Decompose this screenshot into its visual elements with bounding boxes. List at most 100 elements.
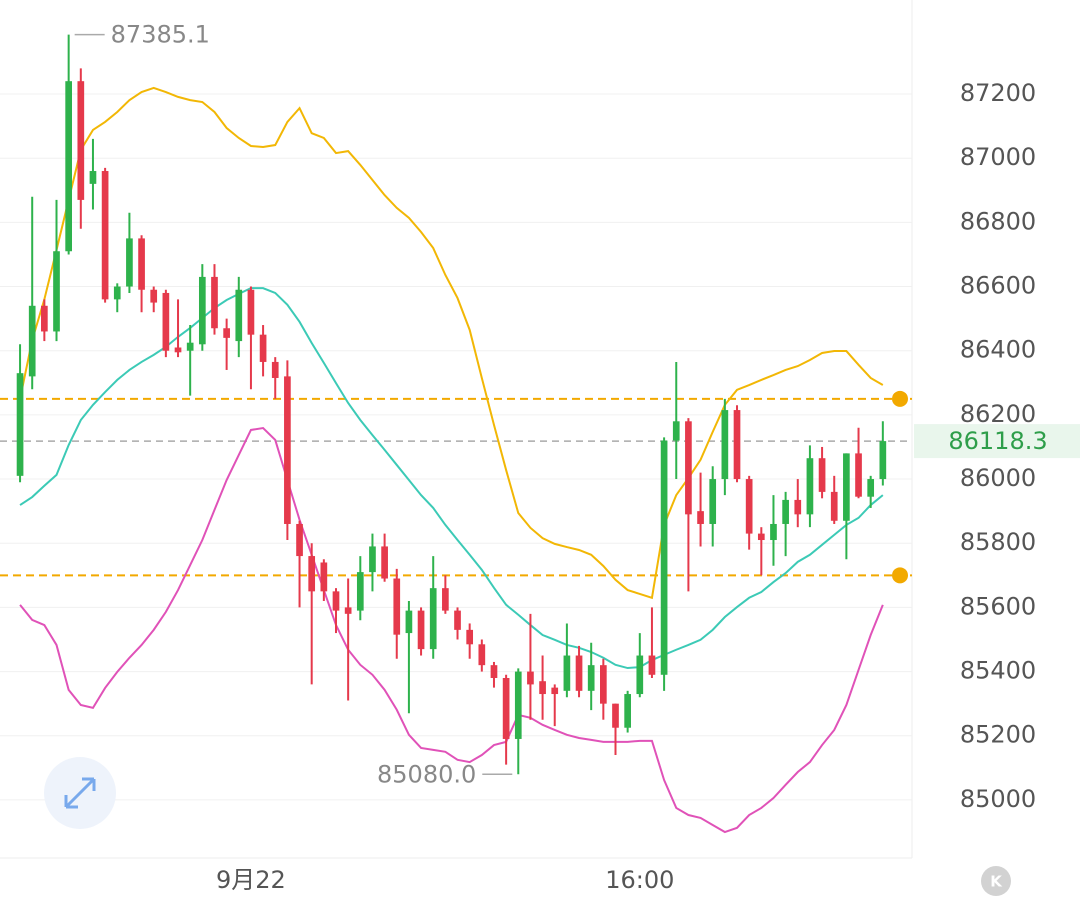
candle-body <box>478 644 486 666</box>
candle-body <box>818 458 826 492</box>
candle-body <box>417 610 425 650</box>
candle-body <box>466 629 474 645</box>
candle-body <box>271 361 279 378</box>
candle-body <box>381 546 388 579</box>
badge-circle <box>981 866 1011 896</box>
candle-body <box>113 286 121 300</box>
candle-body <box>89 171 97 184</box>
candle-body <box>16 373 24 476</box>
y-tick-label: 87200 <box>960 79 1036 107</box>
expand-icon <box>64 777 96 809</box>
high-annotation: 87385.1 <box>111 21 210 49</box>
y-tick-label: 85800 <box>960 528 1036 556</box>
y-tick-label: 86600 <box>960 272 1036 300</box>
candle-body <box>685 421 692 515</box>
candle-body <box>442 588 449 611</box>
candle-body <box>527 671 534 685</box>
candle-body <box>879 441 887 480</box>
y-tick-label: 85400 <box>960 657 1036 685</box>
candle-body <box>284 376 291 524</box>
badge-text: K <box>990 873 1003 891</box>
candle-body <box>502 677 510 739</box>
candle-body <box>405 610 413 634</box>
low-annotation: 85080.0 <box>377 760 476 788</box>
candle-body <box>393 578 401 635</box>
candle-body <box>600 665 607 704</box>
y-tick-label: 85600 <box>960 592 1036 620</box>
candle-body <box>247 289 255 335</box>
candle-body <box>624 694 631 728</box>
candle-body <box>223 328 230 338</box>
candle-body <box>770 523 777 541</box>
y-tick-label: 86200 <box>960 400 1036 428</box>
candle-body <box>65 81 72 252</box>
candle-body <box>745 479 753 534</box>
candle-body <box>126 238 133 287</box>
candle-body <box>672 421 680 441</box>
candle-body <box>636 655 644 695</box>
candle-body <box>794 499 802 515</box>
level-handle <box>892 390 908 407</box>
candle-body <box>587 665 595 691</box>
candle-body <box>186 342 194 351</box>
candle-body <box>733 410 741 480</box>
candle-body <box>757 533 765 541</box>
candle-body <box>709 479 717 524</box>
candle-body <box>563 655 571 691</box>
candle-body <box>867 479 875 497</box>
candle-body <box>575 655 583 691</box>
candle-body <box>138 238 145 290</box>
candle-body <box>28 305 36 377</box>
band-line-lower <box>19 426 884 834</box>
band-line-upper <box>19 86 884 600</box>
y-tick-label: 85000 <box>960 785 1036 813</box>
candle-body <box>41 305 48 332</box>
candle-body <box>296 523 303 557</box>
candle-body <box>697 511 704 524</box>
x-tick-label: 16:00 <box>605 866 674 894</box>
y-tick-label: 85200 <box>960 721 1036 749</box>
level-handle <box>892 567 908 584</box>
candle-body <box>77 81 85 200</box>
candle-body <box>344 607 352 614</box>
candle-body <box>320 562 328 592</box>
last-price-box <box>914 424 1080 459</box>
candle-body <box>53 251 60 332</box>
candle-body <box>369 546 376 573</box>
candle-body <box>660 440 668 675</box>
corner-badge[interactable]: K <box>981 866 1011 896</box>
candle-body <box>259 334 267 362</box>
candle-body <box>454 610 461 630</box>
candle-body <box>539 681 546 695</box>
y-tick-label: 86800 <box>960 207 1036 235</box>
candle-body <box>855 453 862 497</box>
candle-body <box>211 276 218 329</box>
candle-body <box>648 655 656 675</box>
candle-body <box>843 453 850 521</box>
candle-body <box>721 410 729 480</box>
y-tick-label: 87000 <box>960 143 1036 171</box>
candle-body <box>101 171 109 300</box>
candle-body <box>162 292 170 351</box>
candle-body <box>429 588 437 650</box>
candle-body <box>612 703 619 728</box>
y-tick-label: 86000 <box>960 464 1036 492</box>
candle-body <box>150 289 158 303</box>
band-line-middle <box>19 287 884 670</box>
y-tick-label: 86400 <box>960 336 1036 364</box>
x-tick-label: 9月22 <box>216 866 286 894</box>
candle-body <box>806 458 814 515</box>
last-price-label: 86118.3 <box>948 427 1047 455</box>
candle-body <box>782 499 789 524</box>
candle-body <box>235 289 243 342</box>
candle-body <box>551 687 559 695</box>
candle-body <box>490 665 498 678</box>
expand-button[interactable] <box>44 757 116 829</box>
candle-body <box>198 276 206 345</box>
candle-body <box>830 491 838 521</box>
candle-body <box>356 572 364 611</box>
candle-body <box>332 591 340 611</box>
candle-body <box>308 556 316 592</box>
candle-body <box>514 671 522 739</box>
